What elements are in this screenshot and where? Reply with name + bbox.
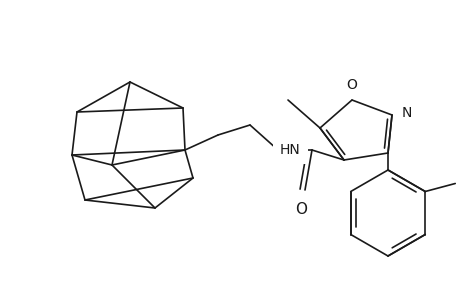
Text: O: O (346, 78, 357, 92)
Text: O: O (294, 202, 306, 217)
Text: N: N (401, 106, 411, 120)
Text: HN: HN (280, 143, 300, 157)
